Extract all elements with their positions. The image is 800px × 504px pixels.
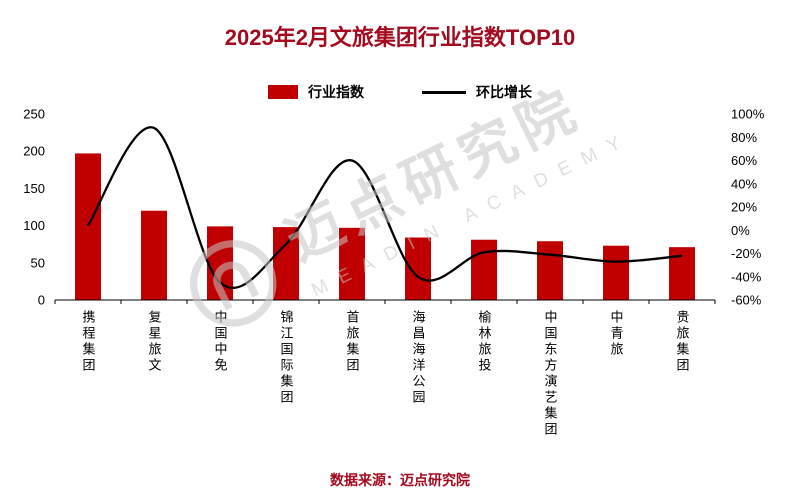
line-series-swatch [422,90,466,94]
bar-7 [537,241,563,300]
right-axis-tick: 80% [731,130,757,145]
bar-8 [603,245,629,300]
right-axis-tick: -40% [731,269,762,284]
plot-svg: 0 50 100 150 200 250 -60% -40% -20% 0% 20% 40% 60% 80… [23,107,765,308]
category-label: 复星旅文 [146,310,162,374]
right-axis-tick: 60% [731,153,757,168]
category-label: 榆林旅投 [476,310,492,374]
bar-series-swatch [268,85,298,99]
bar-2 [207,226,233,300]
bar-4 [339,227,365,300]
bar-3 [273,227,299,300]
left-axis-tick: 150 [23,181,45,196]
mom-growth-line [87,126,683,290]
left-axis-tick: 100 [23,218,45,233]
right-axis-tick: -20% [731,246,762,261]
chart-title: 2025年2月文旅集团行业指数TOP10 [224,25,576,50]
category-label: 贵旅集团 [674,310,690,374]
left-axis-tick: 200 [23,144,45,159]
category-label: 海昌海洋公园 [410,310,426,406]
category-label: 中国东方演艺集团 [542,310,558,438]
category-label: 锦江国际集团 [278,310,294,406]
right-axis-tick: 20% [731,200,757,215]
right-axis-tick: -60% [731,293,762,308]
legend-label-mom-growth: 环比增长 [476,84,532,100]
bar-9 [669,247,695,300]
left-axis-tick: 50 [31,255,45,270]
category-label: 首旅集团 [344,310,360,374]
bar-1 [141,210,167,300]
category-label: 中青旅 [608,310,624,358]
combo-chart: 0 50 100 150 200 250 -60% -40% -20% 0% 20% 40% 60% 80… [0,76,800,448]
bar-5 [405,237,431,300]
left-axis-tick: 250 [23,107,45,122]
category-label: 携程集团 [80,310,96,374]
data-source-note: 数据来源：迈点研究院 [330,472,470,488]
chart-legend: 行业指数 环比增长 [0,82,800,102]
left-axis-tick: 0 [38,293,45,308]
right-axis-tick: 0% [731,223,750,238]
legend-item-mom-growth: 环比增长 [422,82,532,102]
legend-item-industry-index: 行业指数 [268,82,364,102]
right-axis-tick: 40% [731,176,757,191]
bar-6 [471,239,497,300]
right-axis-tick: 100% [731,107,765,122]
bar-0 [75,153,101,300]
legend-label-industry-index: 行业指数 [308,84,364,100]
category-label: 中国中免 [212,310,228,374]
